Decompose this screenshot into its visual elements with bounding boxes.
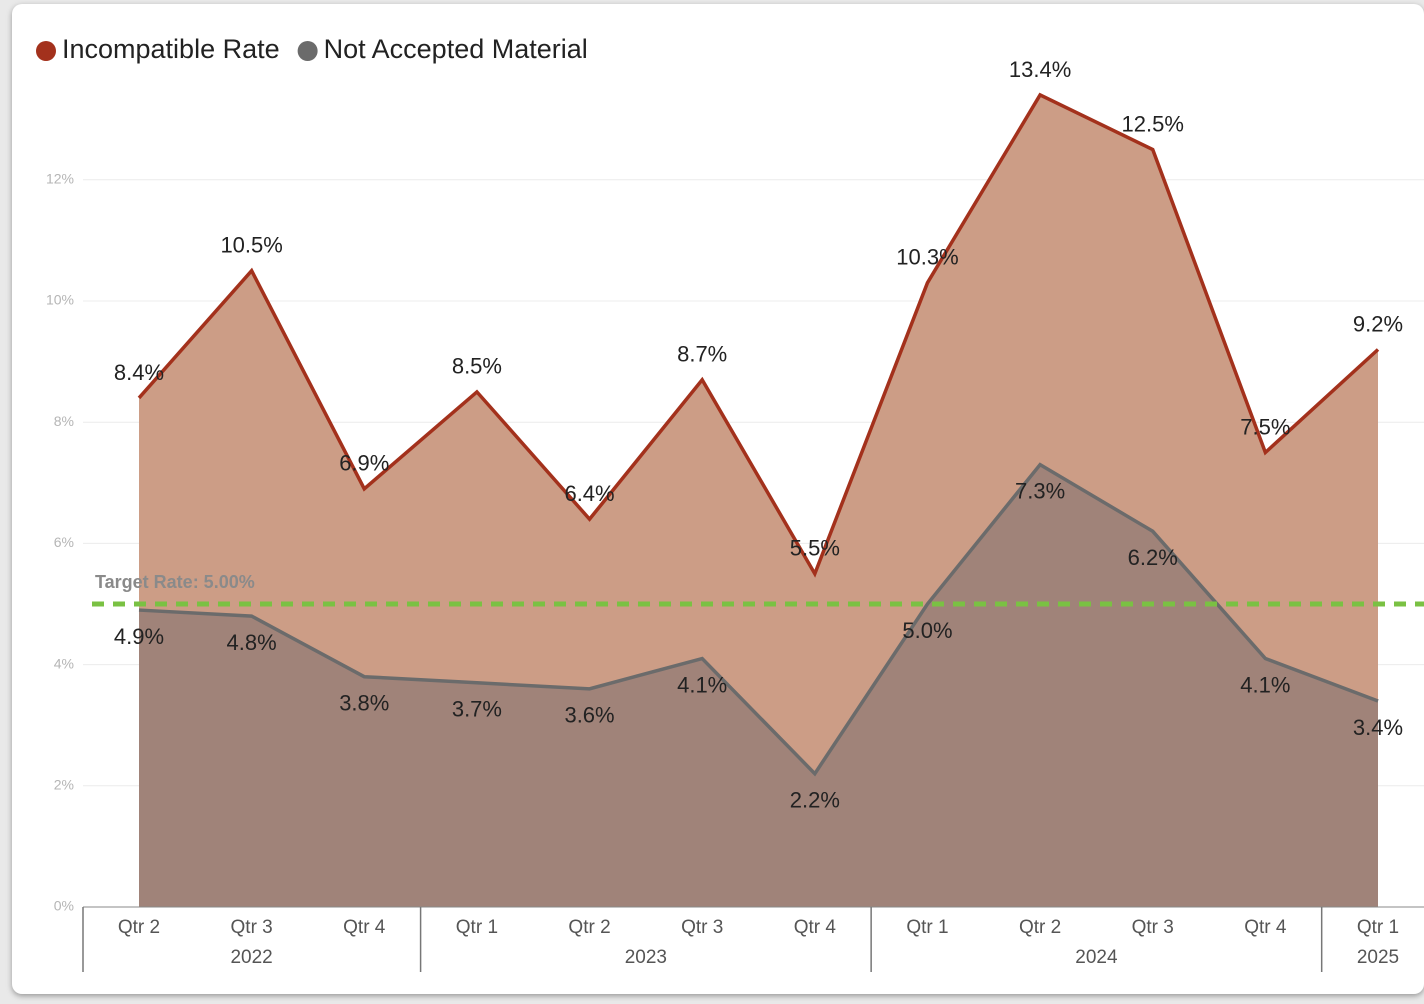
y-tick-label: 2% xyxy=(54,777,74,793)
group-label: 2023 xyxy=(625,947,667,968)
y-tick-label: 8% xyxy=(54,413,74,429)
value-label: 4.9% xyxy=(114,624,164,649)
legend-label: Not Accepted Material xyxy=(324,34,588,64)
x-tick-label: Qtr 3 xyxy=(1132,917,1174,938)
value-label: 9.2% xyxy=(1353,311,1403,336)
x-tick-label: Qtr 3 xyxy=(681,917,723,938)
line xyxy=(138,462,1379,777)
value-label: 3.4% xyxy=(1353,715,1403,740)
value-label: 6.2% xyxy=(1128,545,1178,570)
x-tick-label: Qtr 1 xyxy=(906,917,948,938)
value-label: 5.5% xyxy=(790,536,840,561)
value-label: 8.5% xyxy=(452,354,502,379)
value-label: 6.4% xyxy=(564,481,614,506)
x-tick-label: Qtr 4 xyxy=(794,917,837,938)
x-tick-label: Qtr 3 xyxy=(231,917,273,938)
y-tick-label: 12% xyxy=(46,171,74,187)
x-tick-label: Qtr 4 xyxy=(343,917,386,938)
y-tick-label: 6% xyxy=(54,534,74,550)
value-label: 3.7% xyxy=(452,697,502,722)
y-tick-label: 0% xyxy=(54,898,74,914)
value-label: 8.4% xyxy=(114,360,164,385)
value-label: 3.6% xyxy=(564,703,614,728)
group-label: 2025 xyxy=(1357,947,1399,968)
value-label: 4.8% xyxy=(227,630,277,655)
x-tick-label: Qtr 4 xyxy=(1244,917,1287,938)
target-label: Target Rate: 5.00% xyxy=(95,572,255,592)
value-label: 7.3% xyxy=(1015,478,1065,503)
x-tick-label: Qtr 2 xyxy=(1019,917,1061,938)
value-label: 2.2% xyxy=(790,787,840,812)
y-tick-label: 10% xyxy=(46,292,74,308)
x-tick-label: Qtr 1 xyxy=(1357,917,1399,938)
line xyxy=(137,92,1380,578)
x-tick-label: Qtr 2 xyxy=(568,917,610,938)
value-label: 10.5% xyxy=(220,233,282,258)
value-label: 4.1% xyxy=(1240,672,1290,697)
legend-marker xyxy=(36,41,56,61)
value-label: 4.1% xyxy=(677,672,727,697)
group-label: 2022 xyxy=(230,947,272,968)
value-label: 13.4% xyxy=(1009,57,1071,82)
y-tick-label: 4% xyxy=(54,655,74,671)
legend-label: Incompatible Rate xyxy=(62,34,280,64)
area xyxy=(139,464,1378,907)
x-tick-label: Qtr 2 xyxy=(118,917,160,938)
value-label: 12.5% xyxy=(1122,111,1184,136)
x-tick-label: Qtr 1 xyxy=(456,917,498,938)
value-label: 6.9% xyxy=(339,451,389,476)
value-label: 5.0% xyxy=(902,618,952,643)
value-label: 8.7% xyxy=(677,342,727,367)
legend-marker xyxy=(297,41,318,61)
value-label: 7.5% xyxy=(1240,414,1290,439)
group-label: 2024 xyxy=(1075,947,1118,968)
value-label: 10.3% xyxy=(896,245,958,270)
value-label: 3.8% xyxy=(339,691,389,716)
